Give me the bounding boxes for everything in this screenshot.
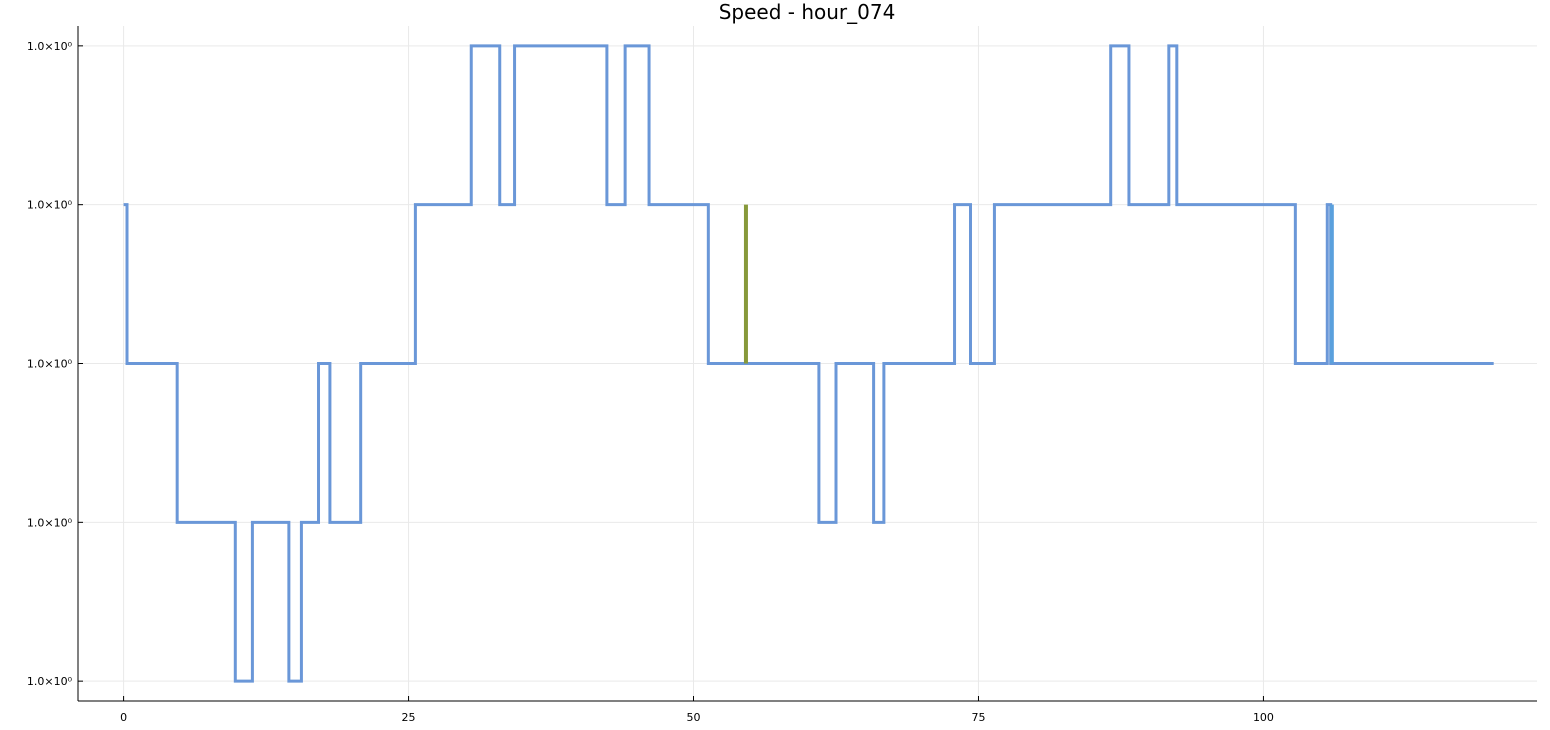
x-tick-label: 50 <box>687 711 701 724</box>
series-layer <box>123 44 1494 683</box>
x-tick-labels: 0 25 50 75 100 <box>120 711 1274 724</box>
y-tick-label: 1.0×10⁰ <box>27 675 73 688</box>
x-tick-label: 25 <box>402 711 416 724</box>
axes <box>77 26 1537 702</box>
y-tick-label: 1.0×10⁰ <box>27 516 73 529</box>
x-tick-label: 0 <box>120 711 127 724</box>
y-tick-labels: 1.0×10⁰ 1.0×10⁰ 1.0×10⁰ 1.0×10⁰ 1.0×10⁰ <box>27 40 73 688</box>
y-tick-label: 1.0×10⁰ <box>27 199 73 212</box>
x-tick-label: 75 <box>971 711 985 724</box>
y-tick-label: 1.0×10⁰ <box>27 40 73 53</box>
y-tick-label: 1.0×10⁰ <box>27 358 73 371</box>
x-tick-label: 100 <box>1253 711 1274 724</box>
series-line-1 <box>123 44 1494 683</box>
chart-title: Speed - hour_074 <box>719 0 896 24</box>
